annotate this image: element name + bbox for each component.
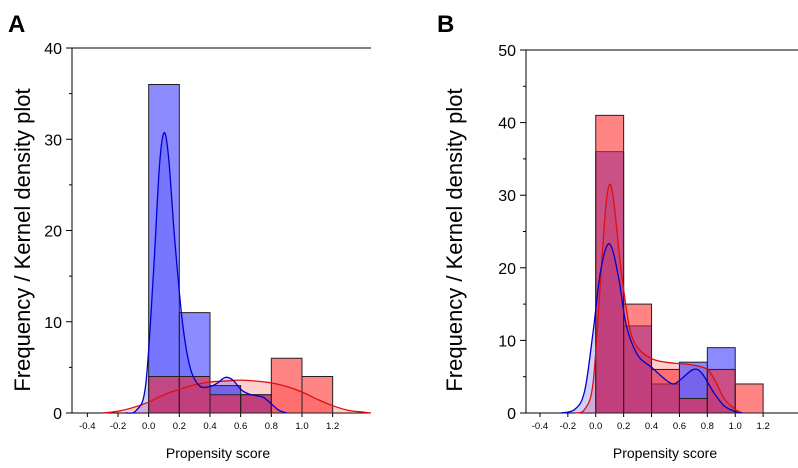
treated-bar [734, 383, 764, 414]
x-axis-label-b: Propensity score [613, 445, 717, 461]
y-tick-label: 30 [44, 132, 62, 149]
treated-bar [270, 357, 303, 414]
y-tick-label: 40 [44, 41, 62, 58]
x-tick-label: 1.2 [326, 421, 339, 432]
x-tick-label: 0.4 [645, 421, 658, 432]
y-tick-label: 30 [498, 188, 516, 205]
x-tick-label: -0.2 [560, 421, 576, 432]
treated-bar [240, 394, 272, 414]
x-tick-label: 0.2 [173, 421, 186, 432]
y-tick-label: 0 [53, 406, 62, 423]
x-axis-label-a: Propensity score [166, 445, 270, 461]
x-tick-label: -0.4 [79, 421, 95, 432]
treated-kde-line [102, 379, 372, 414]
y-tick-label: 10 [498, 333, 516, 350]
y-axis-label-a: Frequency / Kernel density plot [10, 88, 35, 391]
y-tick-label: 0 [507, 406, 516, 423]
x-tick-label: 0.8 [265, 421, 278, 432]
y-tick-label: 20 [498, 261, 516, 278]
treated-bar [209, 394, 242, 414]
x-tick-label: 0.6 [673, 421, 686, 432]
treated-bar [595, 114, 625, 414]
y-tick-label: 20 [44, 224, 62, 241]
y-tick-label: 50 [498, 43, 516, 60]
treated-bar [651, 368, 680, 414]
y-tick-label: 10 [44, 315, 62, 332]
chart-panel-b: 0 10 20 30 40 50 -0.4 -0.2 0.0 0.2 0.4 0.6 0.8 1.0 1.2 [498, 43, 798, 432]
chart-panel-a: 0 10 20 30 40 -0.4 -0.2 0.0 0.2 0.4 0.6 0.8 1.0 1.2 [44, 41, 372, 432]
x-tick-label: 0.4 [203, 421, 216, 432]
x-tick-label: -0.4 [532, 421, 548, 432]
x-tick-label: 0.0 [142, 421, 155, 432]
treated-kde-line [574, 183, 743, 414]
x-tick-label: 1.0 [295, 421, 308, 432]
panel-label-a: A [8, 11, 25, 38]
x-tick-label: 0.8 [701, 421, 714, 432]
control-kde-line [125, 132, 287, 414]
panel-label-b: B [437, 11, 454, 38]
treated-bar [678, 397, 708, 414]
x-tick-label: 0.0 [589, 421, 602, 432]
x-tick-label: 0.6 [234, 421, 247, 432]
control-bar [148, 84, 180, 414]
x-tick-label: -0.2 [110, 421, 126, 432]
y-tick-label: 40 [498, 116, 516, 133]
y-axis-label-b: Frequency / Kernel density plot [442, 88, 467, 391]
x-tick-label: 1.0 [729, 421, 742, 432]
control-kde-line [560, 243, 743, 414]
x-tick-label: 0.2 [617, 421, 630, 432]
x-tick-label: 1.2 [757, 421, 770, 432]
